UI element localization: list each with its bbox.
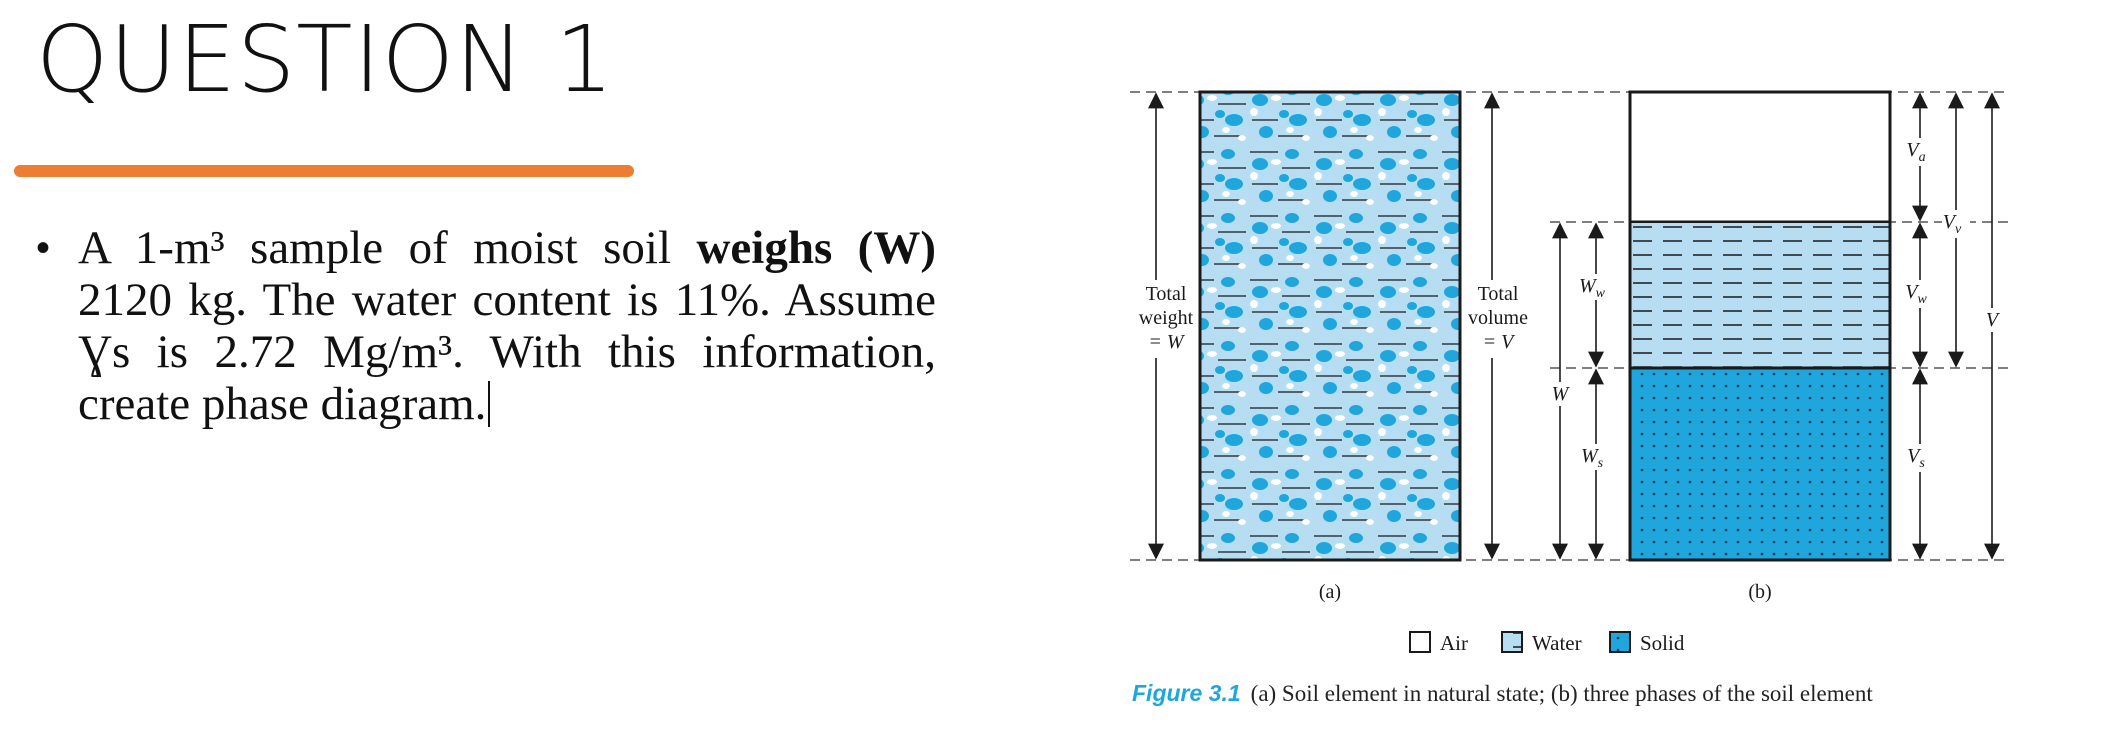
- figure-caption-text: (a) Soil element in natural state; (b) t…: [1250, 681, 1873, 706]
- total-weight-label-2: weight: [1139, 307, 1194, 329]
- water-phase: [1629, 221, 1891, 369]
- vs-label: Vs: [1907, 445, 1925, 471]
- legend: Air Water Solid: [1409, 631, 1685, 655]
- va-label: Va: [1906, 139, 1925, 165]
- total-volume-label-3: = V: [1483, 331, 1516, 353]
- vw-label: Vw: [1905, 281, 1927, 307]
- vv-label: Vv: [1943, 211, 1962, 237]
- title-underline: [14, 165, 634, 177]
- v-label: V: [1986, 309, 2001, 331]
- solid-phase: [1628, 366, 1892, 562]
- text-cursor: [488, 381, 491, 427]
- question-text-part2: 2120 kg. The water content is 11%. Assum…: [78, 274, 936, 430]
- legend-water-label: Water: [1532, 631, 1582, 655]
- question-text[interactable]: A 1-m³ sample of moist soil weighs (W) 2…: [78, 222, 936, 430]
- figure-caption: Figure 3.1 (a) Soil element in natural st…: [1132, 680, 1873, 707]
- panel-a-label: (a): [1319, 581, 1341, 603]
- figure-caption-label: Figure 3.1: [1132, 680, 1241, 706]
- question-bullet: • A 1-m³ sample of moist soil weighs (W)…: [36, 222, 936, 430]
- panel-b-label: (b): [1748, 581, 1771, 603]
- question-text-part1: A 1-m³ sample of moist soil: [78, 222, 697, 274]
- soil-element-natural: [1198, 90, 1462, 562]
- total-volume-label-2: volume: [1468, 307, 1528, 329]
- bullet-dot-icon: •: [36, 226, 51, 270]
- slide-title: QUESTION 1: [36, 6, 615, 113]
- question-text-bold: weighs (W): [696, 222, 936, 274]
- air-phase: [1628, 90, 1892, 224]
- ws-label: Ws: [1581, 445, 1604, 471]
- total-weight-label-3: = W: [1148, 331, 1185, 353]
- w-label: W: [1552, 383, 1571, 405]
- legend-air-label: Air: [1440, 631, 1468, 655]
- phase-diagram-figure: Total weight = W Total volume = V W Ww W…: [1130, 90, 2010, 655]
- legend-water-swatch: [1501, 631, 1523, 653]
- legend-solid-label: Solid: [1640, 631, 1685, 655]
- total-weight-label-1: Total: [1146, 283, 1187, 305]
- phase-container: [1628, 90, 1892, 562]
- legend-solid-swatch: [1609, 631, 1631, 653]
- total-volume-label-1: Total: [1478, 283, 1519, 305]
- ww-label: Ww: [1579, 275, 1606, 301]
- legend-air-swatch: [1409, 631, 1431, 653]
